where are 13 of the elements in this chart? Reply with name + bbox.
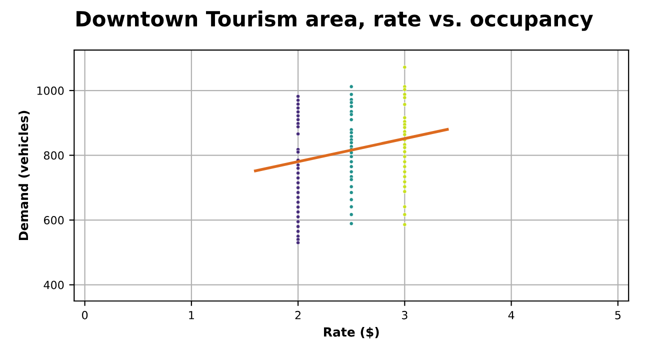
y-tick-label: 800	[44, 151, 64, 160]
x-tick-label: 3	[402, 310, 408, 320]
x-tick-label: 5	[615, 311, 620, 320]
y-tick-label: 600	[44, 216, 64, 224]
x-tick-label: 1	[189, 311, 194, 320]
y-axis-title: Demand (vehicles)	[18, 110, 30, 240]
y-tick-label: 1000	[37, 86, 64, 95]
x-tick-label: 2	[295, 310, 300, 320]
x-tick-label: 4	[508, 311, 514, 320]
x-tick-label: 0	[82, 310, 88, 320]
x-axis-title: Rate ($)	[324, 327, 379, 338]
chart-title: Downtown Tourism area, rate vs. occupancy	[76, 10, 593, 31]
y-tick-label: 400	[44, 280, 64, 290]
